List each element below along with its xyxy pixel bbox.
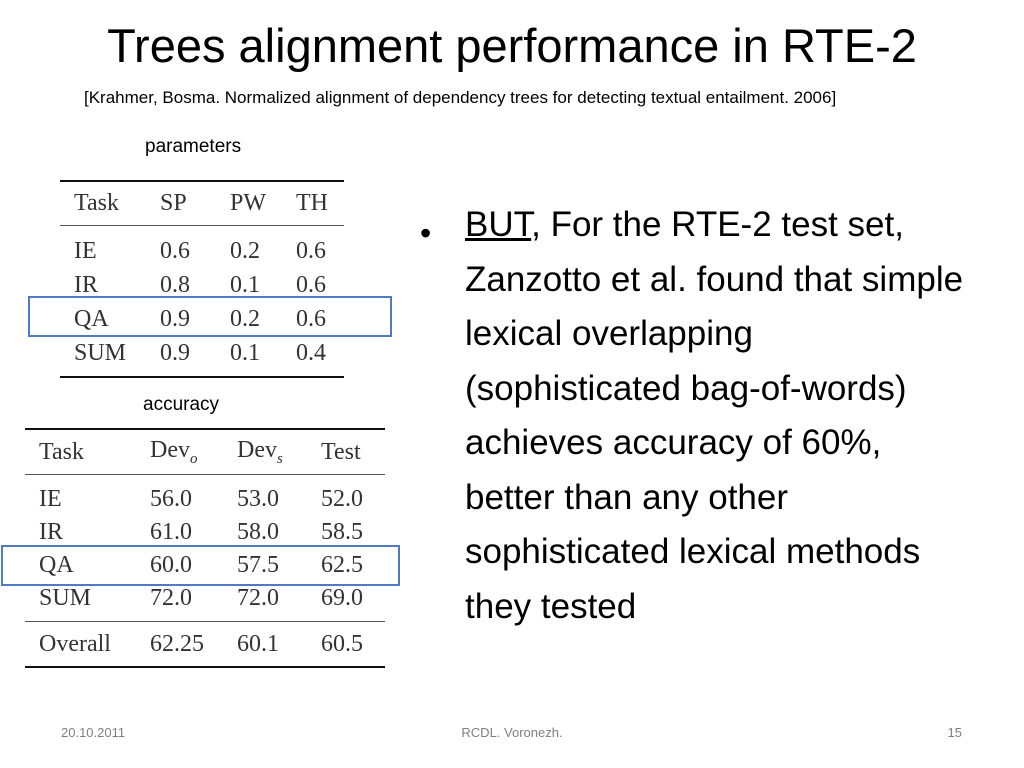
table-cell: 52.0 bbox=[321, 486, 363, 512]
table-cell: 72.0 bbox=[150, 585, 192, 611]
table-cell: 0.6 bbox=[160, 237, 190, 264]
table-cell: 0.4 bbox=[296, 339, 326, 366]
table-cell: IE bbox=[74, 237, 97, 264]
table-cell: 0.6 bbox=[296, 237, 326, 264]
table-row-highlighted: QA 0.9 0.2 0.6 bbox=[60, 302, 344, 336]
table-cell: 60.1 bbox=[237, 621, 321, 667]
table-cell: 0.2 bbox=[230, 237, 260, 264]
accuracy-caption: accuracy bbox=[143, 394, 220, 415]
table-row: IR 0.8 0.1 0.6 bbox=[60, 268, 344, 302]
table-cell: IR bbox=[39, 519, 63, 545]
bullet-text: BUT, For the RTE-2 test set, Zanzotto et… bbox=[465, 198, 965, 634]
table-cell: 0.1 bbox=[230, 339, 260, 366]
table-cell: 56.0 bbox=[150, 486, 192, 512]
table-cell: 69.0 bbox=[321, 585, 363, 611]
table-cell: 53.0 bbox=[237, 486, 279, 512]
table-cell: Overall bbox=[25, 621, 150, 667]
table-row: IE 56.0 53.0 52.0 bbox=[25, 475, 385, 517]
table-cell: 0.1 bbox=[230, 271, 260, 298]
table-cell: 62.25 bbox=[150, 621, 237, 667]
footer-organization: RCDL. Voronezh. bbox=[461, 725, 563, 740]
table-cell: IR bbox=[74, 271, 98, 298]
table-cell: 72.0 bbox=[237, 585, 279, 611]
qa-row-highlight-box bbox=[28, 296, 392, 337]
column-header: PW bbox=[230, 181, 296, 226]
column-header: Task bbox=[60, 181, 160, 226]
table-cell: 61.0 bbox=[150, 519, 192, 545]
table-cell: 58.5 bbox=[321, 519, 363, 545]
table-row: IR 61.0 58.0 58.5 bbox=[25, 516, 385, 549]
qa-row-highlight-box bbox=[1, 545, 400, 586]
column-header: Task bbox=[25, 429, 150, 475]
column-header: SP bbox=[160, 181, 230, 226]
column-header: Devo bbox=[150, 429, 237, 475]
table-row-highlighted: QA 60.0 57.5 62.5 bbox=[25, 549, 385, 582]
table-cell: QA bbox=[74, 305, 109, 332]
table-header-row: Task Devo Devs Test bbox=[25, 429, 385, 475]
table-cell: 0.9 bbox=[160, 305, 190, 332]
table-cell: 0.8 bbox=[160, 271, 190, 298]
table-cell: 57.5 bbox=[237, 552, 279, 578]
accuracy-table: Task Devo Devs Test IE 56.0 53.0 52.0 IR… bbox=[25, 428, 385, 668]
bullet-marker: • bbox=[420, 215, 432, 251]
bullet-emphasis: BUT bbox=[465, 205, 532, 244]
table-cell: IE bbox=[39, 486, 62, 512]
table-row: SUM 72.0 72.0 69.0 bbox=[25, 582, 385, 622]
table-row: IE 0.6 0.2 0.6 bbox=[60, 226, 344, 269]
column-header-text: Dev bbox=[150, 436, 190, 463]
table-row-overall: Overall 62.25 60.1 60.5 bbox=[25, 621, 385, 667]
column-header-text: Dev bbox=[237, 436, 277, 463]
footer-page-number: 15 bbox=[947, 725, 962, 740]
table-cell: 60.0 bbox=[150, 552, 192, 578]
citation: [Krahmer, Bosma. Normalized alignment of… bbox=[84, 88, 837, 107]
table-cell: 0.6 bbox=[296, 271, 326, 298]
column-header: Test bbox=[321, 429, 385, 475]
table-cell: 60.5 bbox=[321, 621, 385, 667]
table-cell: SUM bbox=[74, 339, 127, 366]
table-cell: 0.9 bbox=[160, 339, 190, 366]
parameters-table: Task SP PW TH IE 0.6 0.2 0.6 IR 0.8 0.1 … bbox=[60, 180, 344, 378]
column-header: TH bbox=[296, 181, 344, 226]
table-cell: QA bbox=[39, 552, 74, 578]
table-cell: 0.2 bbox=[230, 305, 260, 332]
table-cell: 62.5 bbox=[321, 552, 363, 578]
column-header: Devs bbox=[237, 429, 321, 475]
parameters-caption: parameters bbox=[145, 136, 242, 157]
table-row: SUM 0.9 0.1 0.4 bbox=[60, 336, 344, 377]
footer-date: 20.10.2011 bbox=[61, 725, 126, 740]
bullet-body: , For the RTE-2 test set, Zanzotto et al… bbox=[465, 205, 964, 626]
table-cell: SUM bbox=[39, 585, 92, 611]
column-header-subscript: o bbox=[189, 450, 198, 467]
table-header-row: Task SP PW TH bbox=[60, 181, 344, 226]
table-cell: 0.6 bbox=[296, 305, 326, 332]
table-cell: 58.0 bbox=[237, 519, 279, 545]
slide-title: Trees alignment performance in RTE-2 bbox=[107, 19, 917, 72]
column-header-subscript: s bbox=[276, 450, 283, 467]
